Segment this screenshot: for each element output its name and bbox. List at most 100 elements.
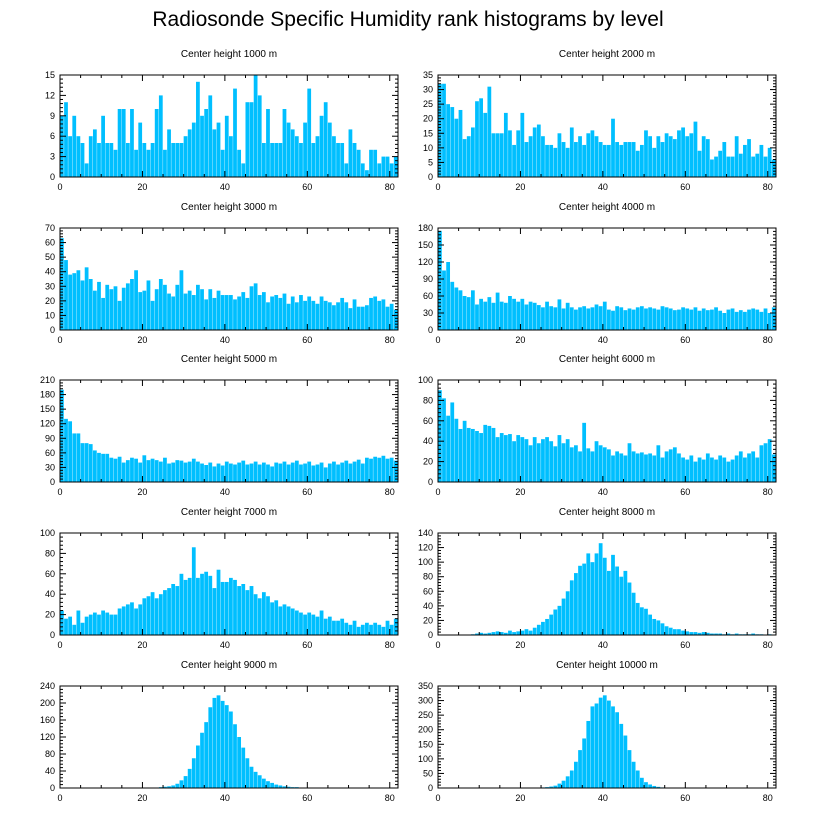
histogram-bar bbox=[274, 462, 279, 482]
y-tick-label: 3 bbox=[50, 152, 55, 162]
histogram-bar bbox=[689, 309, 694, 330]
histogram-bar bbox=[307, 296, 312, 330]
histogram-bar bbox=[84, 443, 89, 482]
x-tick-label: 60 bbox=[302, 793, 312, 803]
histogram-bar bbox=[352, 461, 357, 482]
y-tick-label: 9 bbox=[50, 111, 55, 121]
histogram-bar bbox=[615, 712, 620, 788]
histogram-bar bbox=[627, 443, 632, 482]
histogram-bar bbox=[154, 109, 159, 177]
histogram-bar bbox=[705, 310, 710, 330]
histogram-bar bbox=[282, 293, 287, 330]
histogram-bar bbox=[84, 267, 89, 330]
histogram-bar bbox=[545, 144, 549, 177]
histogram-bar bbox=[229, 711, 233, 788]
histogram-bar bbox=[278, 785, 283, 788]
histogram-bar bbox=[64, 102, 68, 177]
histogram-bar bbox=[344, 622, 349, 635]
y-tick-label: 120 bbox=[418, 543, 433, 553]
x-tick-label: 60 bbox=[680, 793, 690, 803]
histogram-bar bbox=[117, 608, 122, 635]
histogram-bar bbox=[68, 421, 73, 482]
histogram-bar bbox=[644, 130, 648, 177]
x-tick-label: 40 bbox=[220, 640, 230, 650]
histogram-bar bbox=[208, 707, 213, 788]
histogram-bar bbox=[175, 783, 180, 788]
histogram-bar bbox=[204, 465, 209, 482]
x-tick-label: 0 bbox=[435, 640, 440, 650]
histogram-bar bbox=[615, 306, 620, 330]
x-tick-label: 60 bbox=[680, 487, 690, 497]
plot-frame bbox=[437, 379, 777, 483]
histogram-bar bbox=[365, 622, 369, 635]
panel-title: Center height 1000 m bbox=[181, 49, 277, 60]
histogram-bar bbox=[187, 577, 192, 635]
histogram-bar bbox=[615, 566, 620, 635]
histogram-bar bbox=[233, 88, 237, 177]
histogram-bar bbox=[369, 458, 373, 482]
histogram-bar bbox=[72, 115, 77, 177]
histogram-bar bbox=[574, 142, 578, 177]
x-tick-label: 40 bbox=[598, 793, 608, 803]
histogram-bar bbox=[101, 115, 105, 177]
histogram-bar bbox=[470, 428, 475, 482]
y-tick-label: 60 bbox=[45, 448, 55, 458]
histogram-bar bbox=[718, 150, 723, 177]
x-tick-label: 40 bbox=[220, 335, 230, 345]
histogram-bar bbox=[303, 300, 307, 330]
y-tick-label: 0 bbox=[428, 172, 433, 182]
histogram-bar bbox=[191, 122, 196, 177]
histogram-bar bbox=[138, 462, 143, 482]
panel-title: Center height 8000 m bbox=[559, 507, 655, 518]
histogram-bar bbox=[660, 623, 665, 635]
histogram-bar bbox=[718, 310, 723, 330]
histogram-bar bbox=[594, 441, 599, 482]
histogram-bar bbox=[462, 296, 467, 330]
histogram-bar bbox=[113, 614, 118, 635]
plot-frame bbox=[59, 379, 399, 483]
histogram-bar bbox=[705, 139, 710, 177]
figure-title: Radiosonde Specific Humidity rank histog… bbox=[152, 8, 664, 31]
histogram-bar bbox=[442, 270, 446, 330]
histogram-bar bbox=[163, 786, 167, 788]
histogram-bar bbox=[582, 563, 587, 635]
x-tick-label: 60 bbox=[680, 182, 690, 192]
histogram-bar bbox=[212, 466, 217, 482]
histogram-bar bbox=[233, 299, 237, 330]
histogram-bar bbox=[340, 297, 345, 330]
histogram-bar bbox=[348, 308, 353, 330]
histogram-bar bbox=[303, 122, 307, 177]
histogram-bar bbox=[664, 451, 669, 482]
histogram-bar bbox=[508, 130, 512, 177]
histogram-bar bbox=[569, 770, 574, 788]
histogram-bar bbox=[450, 281, 455, 330]
x-tick-label: 0 bbox=[435, 182, 440, 192]
histogram-bar bbox=[639, 144, 644, 177]
histogram-bar bbox=[163, 284, 167, 330]
histogram-bar bbox=[121, 606, 126, 635]
histogram-bar bbox=[76, 270, 81, 330]
histogram-bar bbox=[241, 460, 246, 482]
histogram-bar bbox=[92, 450, 97, 482]
histogram-bar bbox=[64, 260, 68, 330]
histogram-bar bbox=[220, 700, 225, 789]
histogram-bar bbox=[656, 309, 661, 330]
histogram-bar bbox=[491, 133, 496, 177]
histogram-bar bbox=[282, 786, 287, 788]
histogram-bar bbox=[113, 286, 118, 330]
histogram-bar bbox=[216, 290, 221, 330]
y-tick-label: 350 bbox=[418, 681, 433, 691]
histogram-bar bbox=[270, 466, 274, 482]
x-tick-label: 40 bbox=[598, 640, 608, 650]
histogram-bar bbox=[545, 618, 549, 635]
histogram-bar bbox=[200, 463, 204, 482]
histogram-bar bbox=[381, 455, 386, 482]
x-tick-label: 80 bbox=[763, 335, 773, 345]
histogram-bar bbox=[389, 303, 394, 330]
histogram-bar bbox=[611, 455, 615, 482]
x-tick-label: 20 bbox=[137, 335, 147, 345]
histogram-bar bbox=[393, 156, 398, 177]
histogram-bar bbox=[553, 785, 558, 788]
histogram-bar bbox=[668, 449, 673, 482]
histogram-bar bbox=[336, 620, 340, 635]
